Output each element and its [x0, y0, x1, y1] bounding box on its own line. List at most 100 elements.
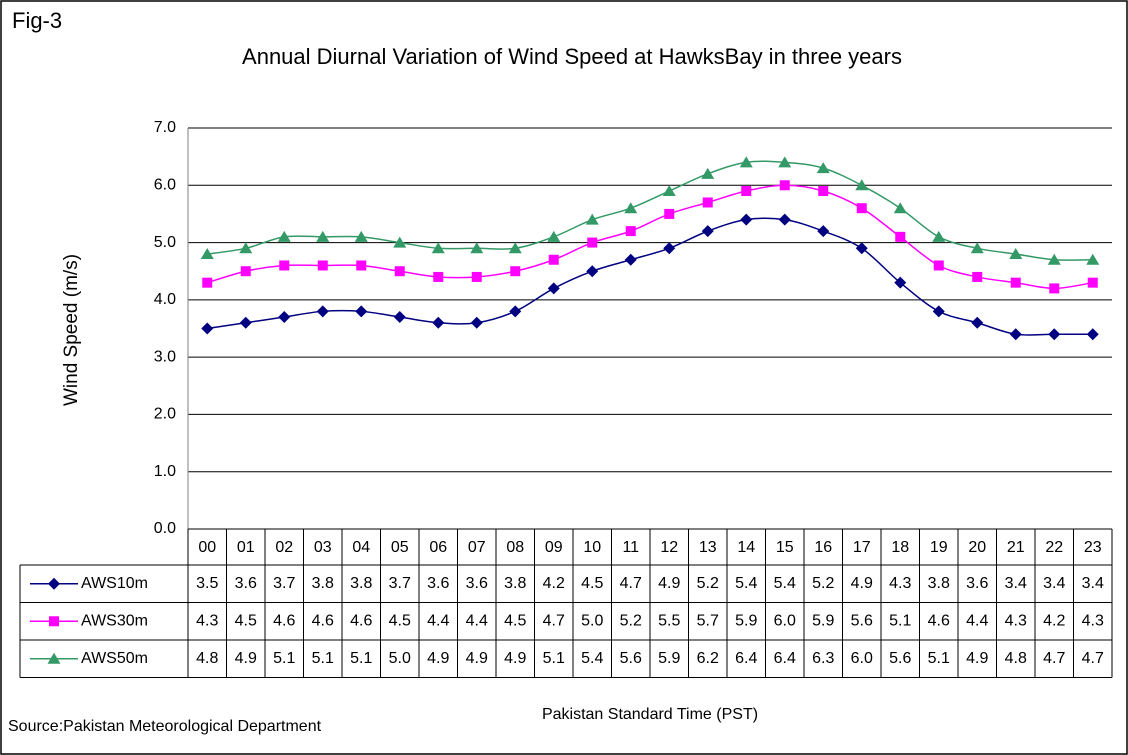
- table-value: 4.8: [1005, 650, 1027, 667]
- marker: [739, 156, 753, 168]
- marker: [624, 253, 637, 266]
- marker: [778, 213, 791, 226]
- y-tick-label: 6.0: [154, 177, 176, 194]
- table-value: 6.4: [774, 650, 796, 667]
- table-value: 4.7: [620, 575, 642, 592]
- table-value: 5.6: [851, 612, 873, 629]
- table-value: 4.6: [312, 612, 334, 629]
- marker: [701, 225, 714, 238]
- marker: [278, 311, 291, 324]
- table-value: 4.2: [543, 575, 565, 592]
- table-value: 3.5: [196, 575, 218, 592]
- marker: [356, 260, 367, 271]
- x-tick-label: 18: [891, 539, 909, 556]
- marker: [509, 305, 522, 318]
- x-tick-label: 05: [391, 539, 409, 556]
- table-value: 4.9: [966, 650, 988, 667]
- marker: [1010, 277, 1021, 288]
- marker: [1087, 277, 1098, 288]
- marker: [431, 242, 445, 254]
- marker: [393, 311, 406, 324]
- table-value: 5.9: [735, 612, 757, 629]
- table-value: 6.3: [812, 650, 834, 667]
- table-value: 5.2: [697, 575, 719, 592]
- marker: [470, 242, 484, 254]
- chart-title: Annual Diurnal Variation of Wind Speed a…: [242, 44, 902, 69]
- marker: [510, 266, 521, 277]
- table-value: 4.7: [1043, 650, 1065, 667]
- y-tick-label: 0.0: [154, 520, 176, 537]
- table-value: 3.8: [928, 575, 950, 592]
- marker: [200, 248, 214, 260]
- table-value: 4.5: [235, 612, 257, 629]
- marker: [277, 230, 291, 242]
- table-value: 5.4: [774, 575, 796, 592]
- table-value: 4.5: [504, 612, 526, 629]
- legend-marker: [49, 616, 59, 627]
- marker: [508, 242, 522, 254]
- table-value: 5.5: [658, 612, 680, 629]
- table-value: 4.4: [966, 612, 988, 629]
- x-tick-label: 07: [468, 539, 486, 556]
- table-value: 4.4: [466, 612, 488, 629]
- marker: [240, 266, 251, 277]
- marker: [895, 231, 906, 242]
- table-value: 3.8: [504, 575, 526, 592]
- x-tick-label: 02: [275, 539, 293, 556]
- marker: [547, 230, 561, 242]
- marker: [354, 230, 368, 242]
- marker: [239, 242, 253, 254]
- marker: [932, 230, 946, 242]
- table-value: 4.5: [389, 612, 411, 629]
- marker: [394, 266, 405, 277]
- table-value: 4.6: [350, 612, 372, 629]
- marker: [701, 167, 715, 179]
- marker: [778, 156, 792, 168]
- marker: [1048, 328, 1061, 341]
- marker: [433, 271, 444, 282]
- table-value: 5.2: [812, 575, 834, 592]
- table-value: 5.6: [889, 650, 911, 667]
- marker: [663, 242, 676, 255]
- table-value: 3.7: [389, 575, 411, 592]
- table-value: 3.6: [466, 575, 488, 592]
- marker: [855, 179, 869, 191]
- legend-marker: [48, 577, 60, 590]
- table-value: 5.1: [312, 650, 334, 667]
- marker: [779, 180, 790, 191]
- y-tick-label: 7.0: [154, 119, 176, 136]
- table-value: 4.4: [427, 612, 449, 629]
- table-value: 6.0: [851, 650, 873, 667]
- table-value: 4.7: [543, 612, 565, 629]
- marker: [817, 225, 830, 238]
- table-value: 5.1: [928, 650, 950, 667]
- marker: [587, 237, 598, 248]
- y-axis-label: Wind Speed (m/s): [61, 254, 82, 406]
- marker: [585, 213, 599, 225]
- marker: [1009, 328, 1022, 341]
- table-value: 6.2: [697, 650, 719, 667]
- table-value: 3.8: [350, 575, 372, 592]
- x-tick-label: 11: [622, 539, 639, 556]
- table-value: 4.6: [928, 612, 950, 629]
- table-value: 4.3: [1005, 612, 1027, 629]
- y-tick-label: 4.0: [154, 291, 176, 308]
- table-value: 3.6: [427, 575, 449, 592]
- marker: [933, 260, 944, 271]
- x-tick-label: 12: [660, 539, 678, 556]
- x-axis-label: Pakistan Standard Time (PST): [542, 706, 758, 723]
- x-tick-label: 14: [737, 539, 755, 556]
- x-tick-label: 20: [968, 539, 986, 556]
- marker: [470, 316, 483, 329]
- marker: [662, 185, 676, 197]
- table-value: 4.2: [1043, 612, 1065, 629]
- table-value: 5.9: [812, 612, 834, 629]
- x-tick-label: 16: [814, 539, 832, 556]
- marker: [548, 254, 559, 265]
- marker: [201, 322, 214, 335]
- x-tick-label: 15: [776, 539, 794, 556]
- marker: [471, 271, 482, 282]
- table-value: 5.1: [350, 650, 372, 667]
